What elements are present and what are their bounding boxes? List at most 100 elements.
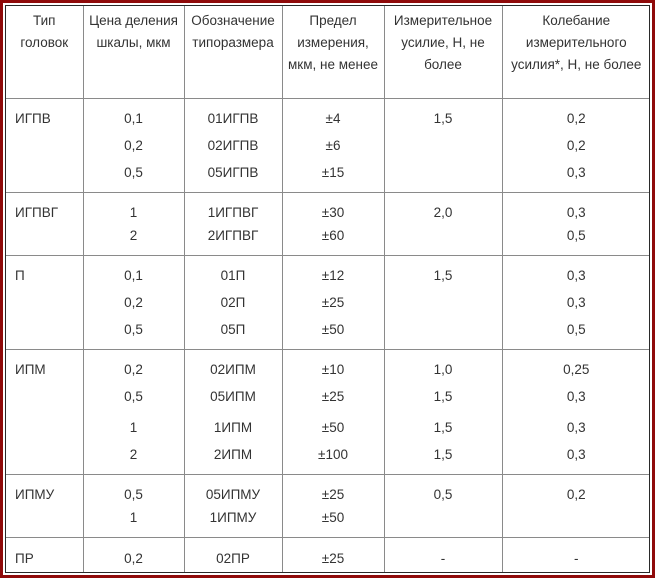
table-row: 1 1ИПМ ±50 1,5 0,3 — [6, 411, 649, 443]
header-row: Тип головок Цена деления шкалы, мкм Обоз… — [6, 6, 649, 99]
cell-measuring-force: 1,5 — [383, 254, 503, 287]
cell-designation: 02ИГПВ — [183, 129, 283, 161]
cell-scale-division: 0,2 — [82, 348, 185, 381]
cell-head-type — [6, 380, 84, 412]
cell-designation: 02ПР — [183, 536, 283, 572]
cell-scale-division: 1 — [82, 411, 185, 443]
cell-measuring-force: 2,0 — [383, 191, 503, 224]
cell-measurement-limit: ±50 — [281, 317, 385, 349]
cell-force-variation: 0,3 — [501, 191, 649, 224]
header-force-variation: Колебание измерительного усилия*, Н, не … — [501, 6, 649, 99]
cell-designation: 1ИГПВГ — [183, 191, 283, 224]
cell-force-variation: 0,5 — [501, 317, 649, 349]
cell-head-type: П — [6, 254, 84, 287]
cell-designation: 01П — [183, 254, 283, 287]
cell-designation: 02ИПМ — [183, 348, 283, 381]
cell-measurement-limit: ±12 — [281, 254, 385, 287]
cell-designation: 02П — [183, 286, 283, 318]
cell-scale-division: 0,5 — [82, 473, 185, 506]
header-scale-division: Цена деления шкалы, мкм — [82, 6, 185, 99]
cell-force-variation: 0,5 — [501, 223, 649, 255]
cell-head-type: ИПМУ — [6, 473, 84, 506]
cell-force-variation: 0,3 — [501, 411, 649, 443]
cell-measurement-limit: ±60 — [281, 223, 385, 255]
cell-designation: 2ИГПВГ — [183, 223, 283, 255]
header-measurement-limit: Предел измерения, мкм, не менее — [281, 6, 385, 99]
cell-measurement-limit: ±4 — [281, 97, 385, 130]
cell-head-type — [6, 317, 84, 349]
cell-force-variation: 0,3 — [501, 442, 649, 474]
cell-force-variation: - — [501, 536, 649, 572]
cell-force-variation: 0,3 — [501, 160, 649, 192]
cell-designation: 1ИПМ — [183, 411, 283, 443]
cell-measuring-force: 1,0 — [383, 348, 503, 381]
cell-measurement-limit: ±15 — [281, 160, 385, 192]
cell-head-type — [6, 160, 84, 192]
cell-measurement-limit: ±25 — [281, 286, 385, 318]
table-row: 0,5 05П ±50 0,5 — [6, 317, 649, 349]
cell-scale-division: 2 — [82, 442, 185, 474]
table-row: 0,5 05ИГПВ ±15 0,3 — [6, 160, 649, 192]
cell-designation: 05ИПМ — [183, 380, 283, 412]
table-row: ПР 0,2 02ПР ±25- - — [6, 536, 649, 572]
specifications-table: Тип головок Цена деления шкалы, мкм Обоз… — [6, 6, 649, 572]
cell-head-type — [6, 442, 84, 474]
table-row: 0,5 05ИПМ ±25 1,5 0,3 — [6, 380, 649, 412]
cell-head-type — [6, 286, 84, 318]
cell-force-variation: 0,2 — [501, 473, 649, 506]
cell-scale-division: 0,5 — [82, 160, 185, 192]
cell-force-variation: 0,25 — [501, 348, 649, 381]
cell-scale-division: 0,2 — [82, 536, 185, 572]
header-designation: Обозначение типоразмера — [183, 6, 283, 99]
table-container: Тип головок Цена деления шкалы, мкм Обоз… — [5, 5, 650, 573]
cell-head-type — [6, 129, 84, 161]
cell-force-variation: 0,3 — [501, 254, 649, 287]
cell-scale-division: 0,5 — [82, 317, 185, 349]
table-row: ИГПВ 0,1 01ИГПВ ±4 1,5 0,2 — [6, 97, 649, 130]
cell-measurement-limit: ±50 — [281, 505, 385, 537]
cell-scale-division: 0,1 — [82, 97, 185, 130]
cell-measuring-force — [383, 129, 503, 161]
cell-measuring-force — [383, 223, 503, 255]
cell-measurement-limit: ±100 — [281, 442, 385, 474]
cell-force-variation: 0,2 — [501, 129, 649, 161]
table-row: ИПМУ 0,5 05ИПМУ ±25 0,5 0,2 — [6, 473, 649, 506]
cell-measuring-force — [383, 505, 503, 537]
cell-measuring-force — [383, 317, 503, 349]
cell-force-variation: 0,2 — [501, 97, 649, 130]
cell-measurement-limit: ±25 — [281, 536, 385, 572]
table-row: 0,2 02ИГПВ ±6 0,2 — [6, 129, 649, 161]
header-head-type: Тип головок — [6, 6, 84, 99]
table-row: П 0,1 01П ±12 1,5 0,3 — [6, 254, 649, 287]
cell-measurement-limit: ±25 — [281, 473, 385, 506]
cell-scale-division: 0,1 — [82, 254, 185, 287]
header-measuring-force: Измерительное усилие, Н, не более — [383, 6, 503, 99]
cell-designation: 1ИПМУ — [183, 505, 283, 537]
cell-measuring-force: 1,5 — [383, 411, 503, 443]
cell-head-type: ПР — [6, 536, 84, 572]
cell-measuring-force: 0,5 — [383, 473, 503, 506]
cell-head-type — [6, 411, 84, 443]
table-row: 1 1ИПМУ ±50 — [6, 505, 649, 537]
cell-measuring-force: - — [383, 536, 503, 572]
cell-measuring-force: 1,5 — [383, 442, 503, 474]
table-row: 2 2ИГПВГ ±60 0,5 — [6, 223, 649, 255]
table-row: ИГПВГ 1 1ИГПВГ ±30 2,0 0,3 — [6, 191, 649, 224]
cell-designation: 05ИПМУ — [183, 473, 283, 506]
cell-designation: 01ИГПВ — [183, 97, 283, 130]
cell-measuring-force: 1,5 — [383, 380, 503, 412]
cell-scale-division: 0,2 — [82, 129, 185, 161]
cell-force-variation: 0,3 — [501, 380, 649, 412]
cell-head-type: ИГПВГ — [6, 191, 84, 224]
cell-head-type: ИПМ — [6, 348, 84, 381]
table-row: 0,2 02П ±25 0,3 — [6, 286, 649, 318]
cell-head-type — [6, 223, 84, 255]
cell-scale-division: 2 — [82, 223, 185, 255]
cell-force-variation: 0,3 — [501, 286, 649, 318]
cell-designation: 2ИПМ — [183, 442, 283, 474]
cell-scale-division: 0,2 — [82, 286, 185, 318]
cell-measurement-limit: ±50 — [281, 411, 385, 443]
table-row: 2 2ИПМ ±100 1,5 0,3 — [6, 442, 649, 474]
cell-measuring-force: 1,5 — [383, 97, 503, 130]
